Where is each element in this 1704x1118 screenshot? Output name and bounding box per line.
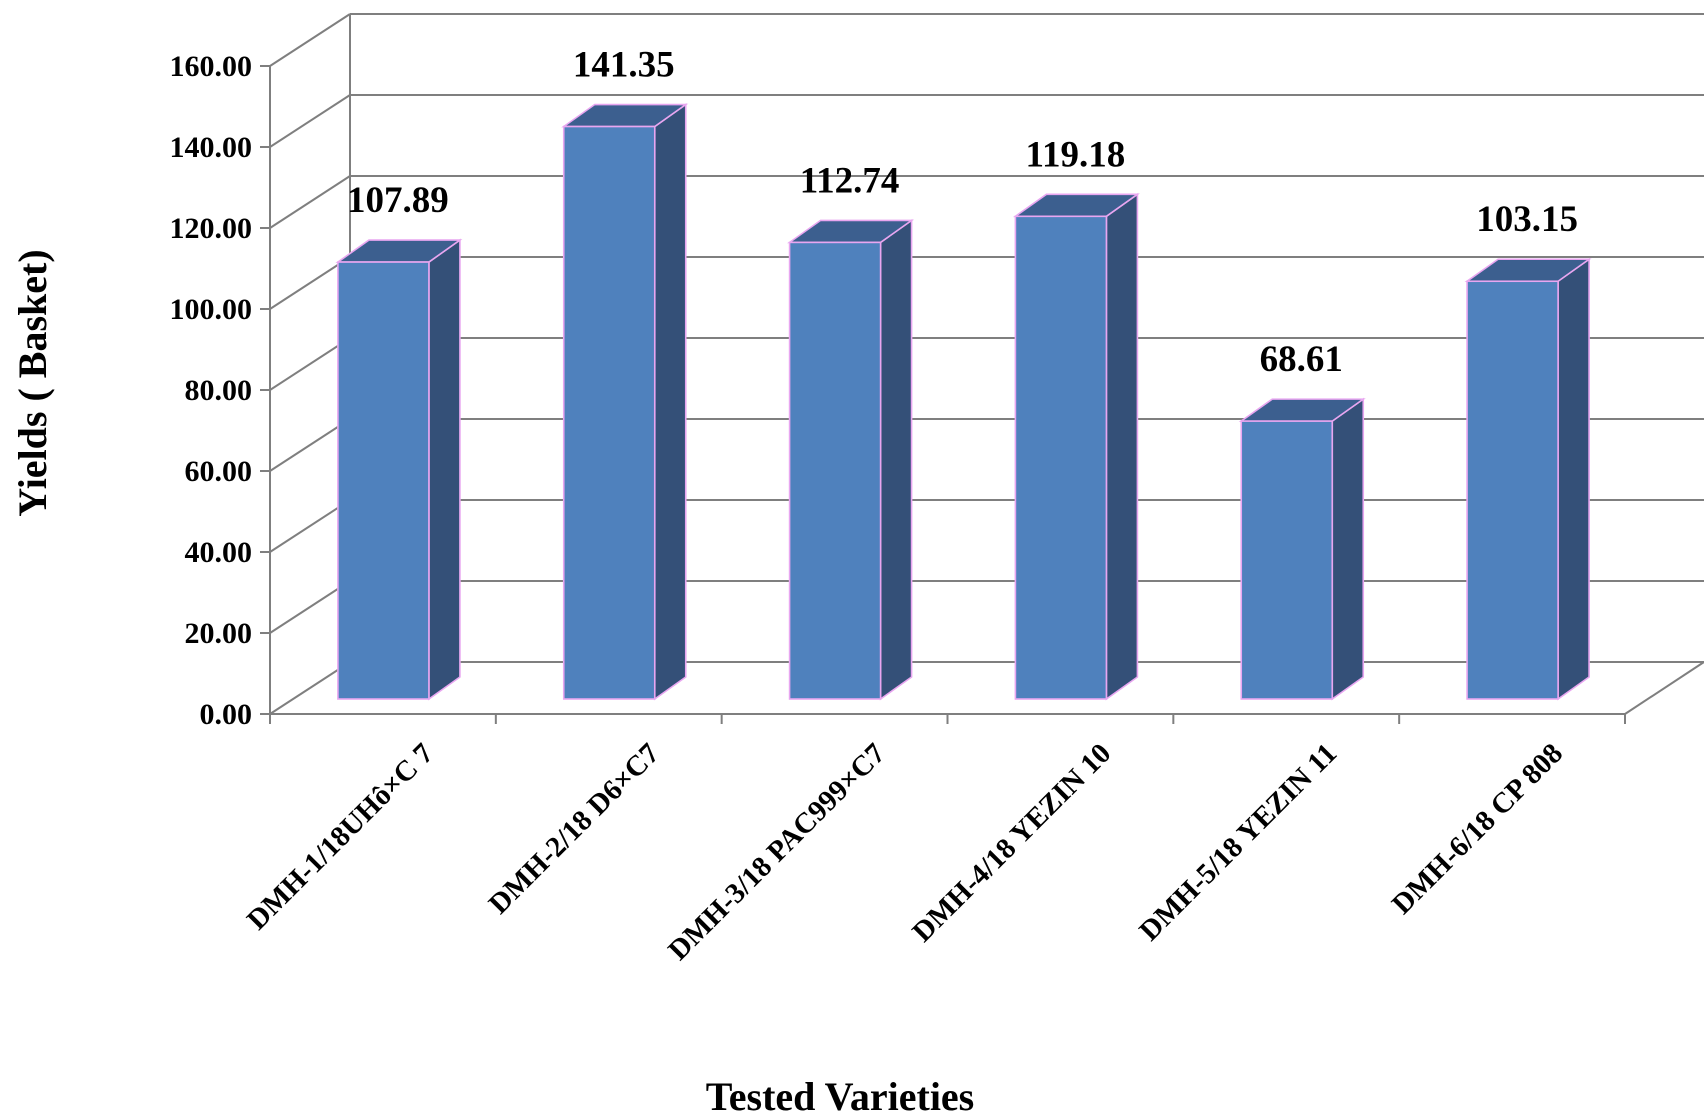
y-tick-label: 80.00	[185, 374, 253, 407]
y-tick-label: 20.00	[185, 617, 253, 650]
bar-side	[1105, 192, 1139, 701]
data-labels: 107.89 141.35 112.74 119.18 68.61 103.15	[347, 45, 1578, 381]
x-axis-title: Tested Varieties	[706, 1074, 975, 1118]
y-tick-label: 0.00	[200, 698, 253, 731]
bar-front	[1466, 280, 1559, 700]
bar-side	[1557, 257, 1590, 701]
y-tick-label: 100.00	[170, 293, 253, 326]
bar-side	[428, 238, 461, 701]
axes	[260, 65, 1626, 724]
bar-front	[562, 125, 656, 700]
bar-front	[1014, 215, 1108, 700]
category-label: DMH-2/18 D6×C7	[483, 737, 666, 920]
bar-front	[1240, 420, 1334, 700]
gridline-side	[269, 175, 351, 229]
data-label: 112.74	[800, 160, 900, 201]
bars	[335, 102, 1592, 701]
gridline-side	[269, 13, 351, 67]
y-tick-label: 120.00	[170, 212, 253, 245]
bar	[1238, 397, 1366, 701]
bar	[561, 102, 689, 701]
gridline-side	[269, 418, 351, 472]
bar	[787, 218, 915, 701]
y-tick-label: 40.00	[185, 536, 253, 569]
gridline-side	[269, 337, 351, 391]
bar-side	[879, 218, 913, 701]
bar-side	[1331, 397, 1365, 701]
bar-front	[788, 241, 882, 700]
data-label: 68.61	[1260, 339, 1343, 380]
gridline-side	[269, 661, 351, 715]
y-tick-label: 140.00	[170, 131, 253, 164]
y-tick-label: 60.00	[185, 455, 253, 488]
data-label: 141.35	[573, 45, 675, 86]
data-label: 103.15	[1476, 199, 1578, 240]
category-label: DMH-4/18 YEZIN 10	[906, 737, 1117, 948]
category-label: DMH-6/18 CP 808	[1386, 737, 1569, 920]
gridline-side	[269, 580, 351, 634]
category-label: DMH-3/18 PAC999×C7	[662, 737, 891, 966]
bar-side	[653, 102, 687, 701]
bar	[1464, 257, 1592, 701]
y-tick-label: 160.00	[170, 50, 253, 83]
bar-front	[337, 261, 430, 700]
y-tick-labels: 0.00 20.00 40.00 60.00 80.00 100.00 120.00 140.…	[170, 50, 253, 731]
gridline-side	[269, 256, 351, 310]
bar	[335, 238, 463, 701]
gridline-side	[269, 94, 351, 148]
category-label: DMH-5/18 YEZIN 11	[1133, 737, 1343, 947]
data-label: 107.89	[347, 180, 449, 221]
category-label: DMH-1/18UHô×C 7	[241, 737, 440, 936]
floor-edge	[1624, 661, 1704, 715]
y-axis-title: Yields ( Basket)	[10, 249, 55, 516]
bar	[1012, 192, 1140, 701]
data-label: 119.18	[1026, 134, 1126, 175]
gridline-side	[269, 499, 351, 553]
